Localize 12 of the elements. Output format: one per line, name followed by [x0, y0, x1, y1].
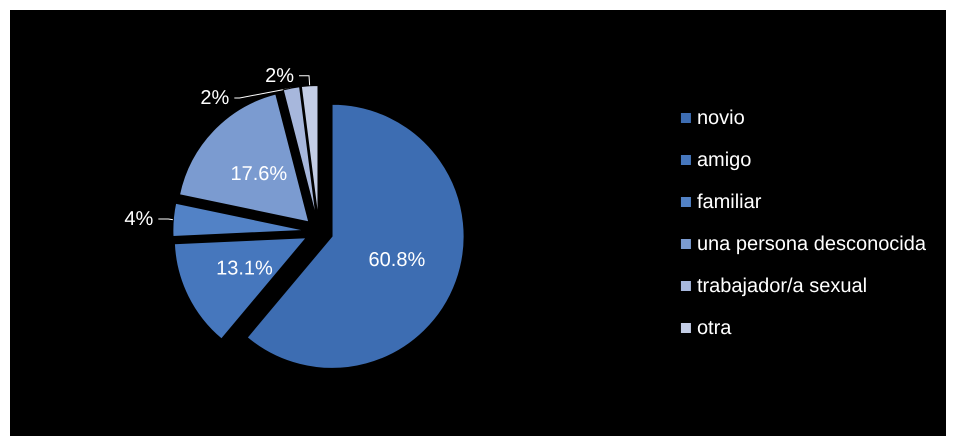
data-label: 17.6%: [230, 163, 288, 186]
data-label: 2%: [200, 86, 230, 109]
data-label: 60.8%: [368, 248, 426, 271]
legend-label: familiar: [696, 191, 762, 213]
data-label: 4%: [124, 208, 154, 230]
legend-label: otra: [696, 317, 732, 339]
legend-label: una persona desconocida: [696, 233, 927, 255]
data-label: 13.1%: [216, 257, 274, 280]
legend-label: trabajador/a sexual: [696, 275, 868, 297]
legend-label: amigo: [696, 149, 752, 171]
legend-label: novio: [696, 107, 745, 129]
data-label: 2%: [265, 64, 294, 87]
